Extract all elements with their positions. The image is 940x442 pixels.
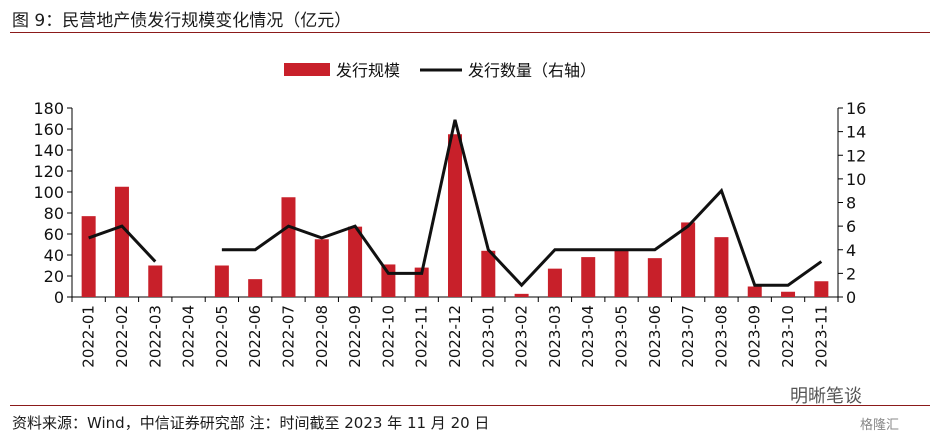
y-right-tick-label: 0	[846, 288, 856, 307]
x-tick-label-2022-02: 2022-02	[113, 305, 131, 368]
chart: 发行规模 发行数量（右轴） 0 20 40 60 80 100 120 140 160 180 0 2 4…	[33, 61, 866, 368]
wechat-watermark: 明晰笔谈	[790, 386, 862, 407]
y-left-tick-label: 180	[33, 99, 64, 118]
title-divider	[10, 32, 930, 33]
x-tick-label-2023-02: 2023-02	[513, 305, 531, 368]
x-tick-label-2023-08: 2023-08	[712, 305, 730, 368]
y-right-tick-label: 16	[846, 99, 866, 118]
line-series	[88, 119, 823, 288]
y-left-tick-label: 160	[33, 120, 64, 139]
y-right-tick-label: 8	[846, 194, 856, 213]
y-left-tick-label: 120	[33, 162, 64, 181]
footer-divider	[10, 405, 930, 406]
x-tick-labels: 2022-01 2022-02 2022-03 2022-04 2022-05 2022-…	[80, 305, 831, 368]
bar-2023-06	[647, 258, 662, 297]
bar-series	[81, 134, 829, 297]
y-right-tick-label: 14	[846, 123, 866, 142]
x-tick-label-2022-05: 2022-05	[213, 305, 231, 368]
x-tick-label-2023-05: 2023-05	[613, 305, 631, 368]
y-right-tick-label: 4	[846, 241, 856, 260]
x-tick-label-2023-11: 2023-11	[812, 305, 830, 368]
bar-2023-11	[814, 281, 829, 297]
source-note: 资料来源：Wind，中信证券研究部 注：时间截至 2023 年 11 月 20 …	[12, 414, 490, 432]
y-right-tick-label: 12	[846, 146, 866, 165]
legend-bar-label: 发行规模	[336, 61, 400, 80]
y-left-tick-label: 140	[33, 141, 64, 160]
x-tick-label-2022-08: 2022-08	[313, 305, 331, 368]
y-left-tick-label: 100	[33, 183, 64, 202]
bar-2023-09	[747, 286, 762, 297]
chart-title: 图 9：民营地产债发行规模变化情况（亿元）	[12, 11, 352, 31]
x-tick-label-2022-03: 2022-03	[146, 305, 164, 368]
x-tick-label-2022-07: 2022-07	[279, 305, 297, 368]
x-tick-label-2023-10: 2023-10	[779, 305, 797, 368]
bar-2023-03	[547, 268, 562, 297]
bar-2022-06	[248, 279, 263, 297]
bar-2023-05	[614, 250, 629, 297]
bar-2022-05	[214, 265, 229, 297]
bar-2023-01	[481, 250, 496, 297]
legend: 发行规模 发行数量（右轴）	[284, 61, 596, 80]
bar-2023-04	[581, 257, 596, 297]
bar-2022-02	[114, 186, 129, 297]
x-tick-label-2022-10: 2022-10	[379, 305, 397, 368]
bar-2022-03	[148, 265, 163, 297]
bar-2022-07	[281, 197, 296, 297]
x-tick-label-2022-01: 2022-01	[80, 305, 98, 368]
x-tick-label-2023-06: 2023-06	[646, 305, 664, 368]
bar-2023-08	[714, 237, 729, 297]
bar-2022-09	[348, 226, 363, 297]
y-right-tick-label: 10	[846, 170, 866, 189]
y-left-tick-label: 80	[44, 204, 64, 223]
line-segment-1	[221, 119, 823, 288]
x-tick-label-2023-03: 2023-03	[546, 305, 564, 368]
y-left-tick-label: 0	[54, 288, 64, 307]
bar-2022-01	[81, 216, 96, 297]
x-tick-label-2023-01: 2023-01	[479, 305, 497, 368]
bar-2023-10	[781, 291, 796, 297]
y-left-tick-label: 40	[44, 246, 64, 265]
x-tick-label-2023-04: 2023-04	[579, 305, 597, 368]
x-tick-label-2022-04: 2022-04	[180, 305, 198, 368]
y-right-tick-label: 6	[846, 217, 856, 236]
x-tick-label-2022-11: 2022-11	[413, 305, 431, 368]
bar-2023-02	[514, 293, 529, 297]
x-tick-label-2022-06: 2022-06	[246, 305, 264, 368]
legend-line-label: 发行数量（右轴）	[468, 61, 596, 80]
bar-2023-07	[681, 222, 696, 297]
bar-2022-08	[314, 239, 329, 297]
y-right-tick-label: 2	[846, 264, 856, 283]
legend-bar-swatch	[284, 63, 330, 76]
y-left-tick-label: 60	[44, 225, 64, 244]
bar-2022-11	[414, 267, 429, 297]
x-tick-label-2022-12: 2022-12	[446, 305, 464, 368]
x-tick-label-2022-09: 2022-09	[346, 305, 364, 368]
site-watermark: 格隆汇	[860, 418, 900, 433]
bar-2022-10	[381, 264, 396, 297]
x-tick-label-2023-07: 2023-07	[679, 305, 697, 368]
y-left-tick-label: 20	[44, 267, 64, 286]
bar-2022-12	[448, 134, 462, 297]
x-tick-label-2023-09: 2023-09	[746, 305, 764, 368]
